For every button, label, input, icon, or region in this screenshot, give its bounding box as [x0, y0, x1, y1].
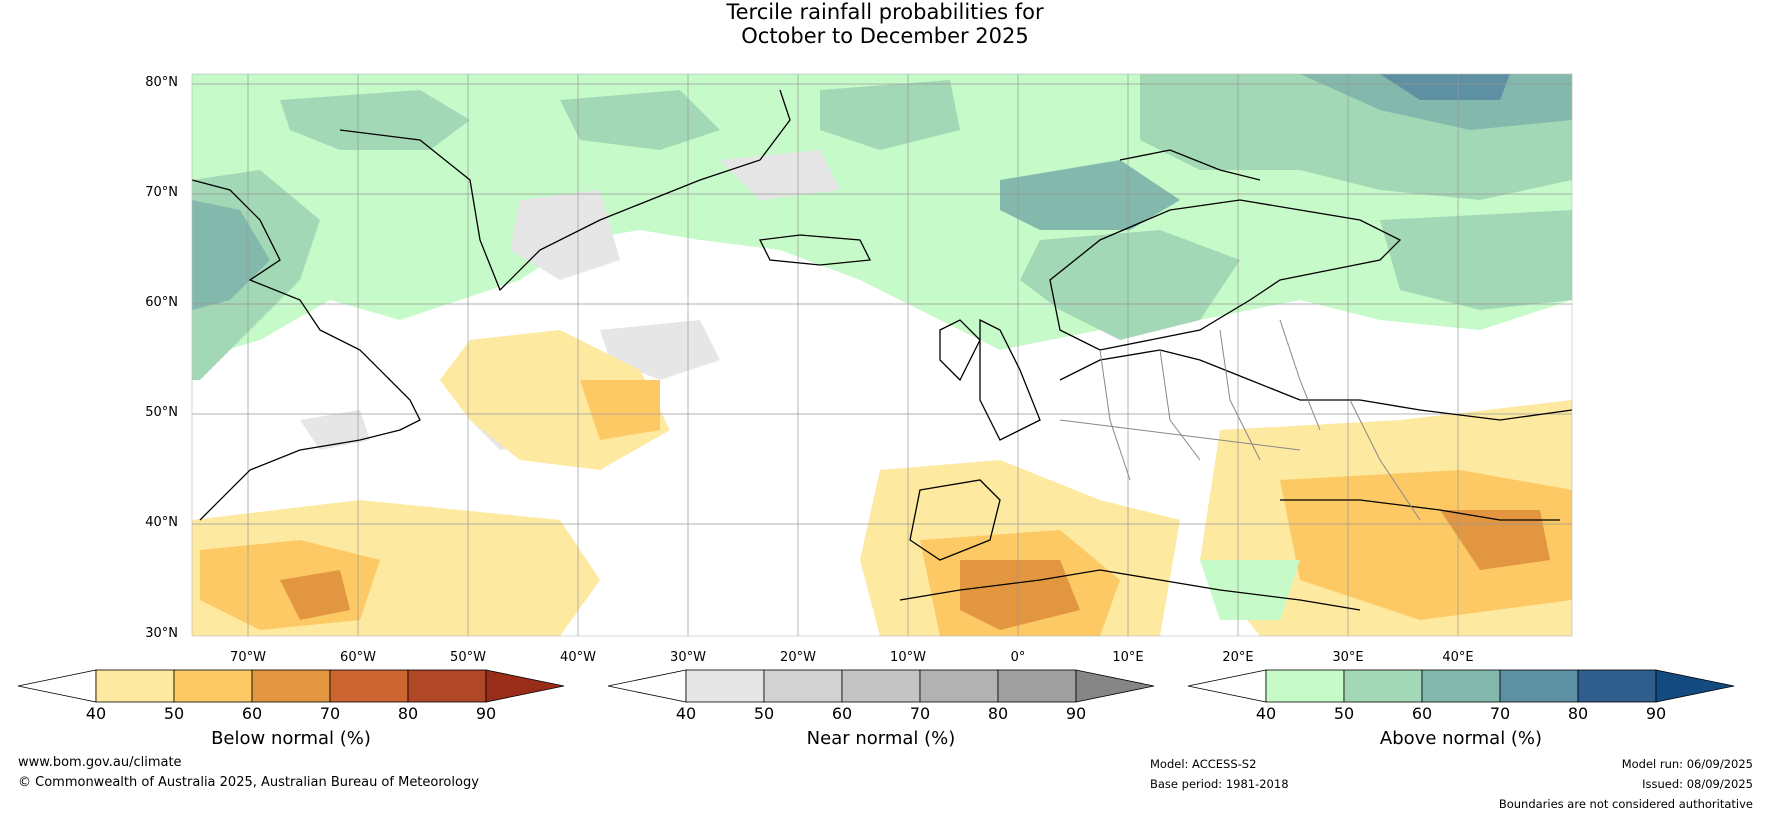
- lon-label: 40°E: [1442, 650, 1474, 665]
- colorbar-below-normal-segment: [407, 669, 487, 703]
- below-normal-region: [1440, 510, 1550, 570]
- footer-model-run: Model run: 06/09/2025: [1621, 757, 1753, 771]
- lon-label: 30°E: [1332, 650, 1364, 665]
- lon-label: 60°W: [340, 650, 376, 665]
- colorbar-below-normal-segment: [95, 669, 175, 703]
- footer-copyright: © Commonwealth of Australia 2025, Austra…: [18, 775, 479, 790]
- lat-label: 40°N: [145, 515, 178, 530]
- lat-label: 50°N: [145, 405, 178, 420]
- colorbar-tick: 50: [753, 704, 775, 723]
- chart-title: Tercile rainfall probabilities for Octob…: [0, 0, 1770, 48]
- colorbar-above-normal-over-triangle: [1655, 669, 1735, 703]
- colorbar-tick: 50: [163, 704, 185, 723]
- above-normal-region: [1380, 74, 1510, 100]
- colorbar-tick: 50: [1333, 704, 1355, 723]
- colorbar-below-normal-under-triangle: [17, 669, 97, 703]
- colorbar-below-normal-segment: [173, 669, 253, 703]
- footer-website: www.bom.gov.au/climate: [18, 755, 182, 770]
- lat-label: 70°N: [145, 185, 178, 200]
- colorbar-tick: 60: [831, 704, 853, 723]
- colorbar-tick: 40: [1255, 704, 1277, 723]
- colorbar-title-below-normal: Below normal (%): [211, 728, 371, 749]
- lat-label: 30°N: [145, 626, 178, 641]
- lon-label: 20°E: [1222, 650, 1254, 665]
- colorbar-tick: 70: [909, 704, 931, 723]
- colorbar-tick: 80: [987, 704, 1009, 723]
- footer-disclaimer: Boundaries are not considered authoritat…: [1498, 797, 1753, 811]
- map-field: [192, 74, 1572, 636]
- above-normal-region: [1020, 230, 1240, 340]
- colorbar-above-normal-segment: [1421, 669, 1501, 703]
- above-normal-region: [560, 90, 720, 150]
- colorbar-above-normal: [1187, 669, 1735, 703]
- lon-label: 10°W: [890, 650, 926, 665]
- colorbar-near-normal-segment: [997, 669, 1077, 703]
- colorbar-near-normal-under-triangle: [607, 669, 687, 703]
- colorbar-above-normal-segment: [1343, 669, 1423, 703]
- colorbar-near-normal: [607, 669, 1155, 703]
- colorbar-below-normal-segment: [329, 669, 409, 703]
- below-normal-region: [1280, 470, 1572, 620]
- colorbar-tick: 80: [1567, 704, 1589, 723]
- colorbar-tick: 60: [1411, 704, 1433, 723]
- lat-label: 60°N: [145, 295, 178, 310]
- below-normal-region: [280, 570, 350, 620]
- footer-base-period: Base period: 1981-2018: [1150, 777, 1289, 791]
- colorbar-above-normal-segment: [1577, 669, 1657, 703]
- colorbar-below-normal: [17, 669, 565, 703]
- colorbar-tick: 90: [1065, 704, 1087, 723]
- coastlines: [192, 89, 1572, 611]
- above-normal-region: [192, 200, 270, 310]
- above-normal-region: [1200, 560, 1300, 620]
- near-normal-region: [510, 190, 620, 280]
- title-line-1: Tercile rainfall probabilities for: [726, 0, 1044, 24]
- colorbar-near-normal-segment: [685, 669, 765, 703]
- colorbar-tick: 80: [397, 704, 419, 723]
- title-line-2: October to December 2025: [741, 24, 1029, 48]
- footer-model: Model: ACCESS-S2: [1150, 757, 1257, 771]
- colorbar-above-normal-segment: [1499, 669, 1579, 703]
- lon-label: 0°: [1010, 650, 1026, 665]
- above-normal-region: [820, 80, 960, 150]
- colorbar-title-near-normal: Near normal (%): [806, 728, 956, 749]
- country-borders: [1059, 319, 1421, 521]
- graticule: [192, 74, 1572, 636]
- colorbar-tick: 90: [475, 704, 497, 723]
- above-normal-region: [1000, 160, 1180, 230]
- lon-label: 50°W: [450, 650, 486, 665]
- colorbar-title-above-normal: Above normal (%): [1379, 728, 1543, 749]
- lon-label: 40°W: [560, 650, 596, 665]
- lon-label: 10°E: [1112, 650, 1144, 665]
- lon-label: 20°W: [780, 650, 816, 665]
- colorbar-near-normal-segment: [763, 669, 843, 703]
- colorbar-below-normal-segment: [251, 669, 331, 703]
- lat-label: 80°N: [145, 75, 178, 90]
- colorbar-tick: 70: [1489, 704, 1511, 723]
- near-normal-region: [720, 150, 840, 200]
- colorbar-near-normal-segment: [919, 669, 999, 703]
- colorbar-above-normal-segment: [1265, 669, 1345, 703]
- colorbar-tick: 60: [241, 704, 263, 723]
- lon-label: 70°W: [230, 650, 266, 665]
- near-normal-region: [300, 410, 370, 450]
- footer-issued: Issued: 08/09/2025: [1642, 777, 1753, 791]
- colorbar-tick: 70: [319, 704, 341, 723]
- colorbar-above-normal-under-triangle: [1187, 669, 1267, 703]
- colorbar-near-normal-segment: [841, 669, 921, 703]
- above-normal-region: [1380, 210, 1572, 310]
- above-normal-region: [280, 90, 470, 150]
- below-normal-region: [960, 560, 1080, 630]
- below-normal-region: [580, 380, 660, 440]
- colorbar-tick: 40: [675, 704, 697, 723]
- lon-label: 30°W: [670, 650, 706, 665]
- colorbar-below-normal-over-triangle: [485, 669, 565, 703]
- colorbar-tick: 40: [85, 704, 107, 723]
- colorbar-near-normal-over-triangle: [1075, 669, 1155, 703]
- colorbar-tick: 90: [1645, 704, 1667, 723]
